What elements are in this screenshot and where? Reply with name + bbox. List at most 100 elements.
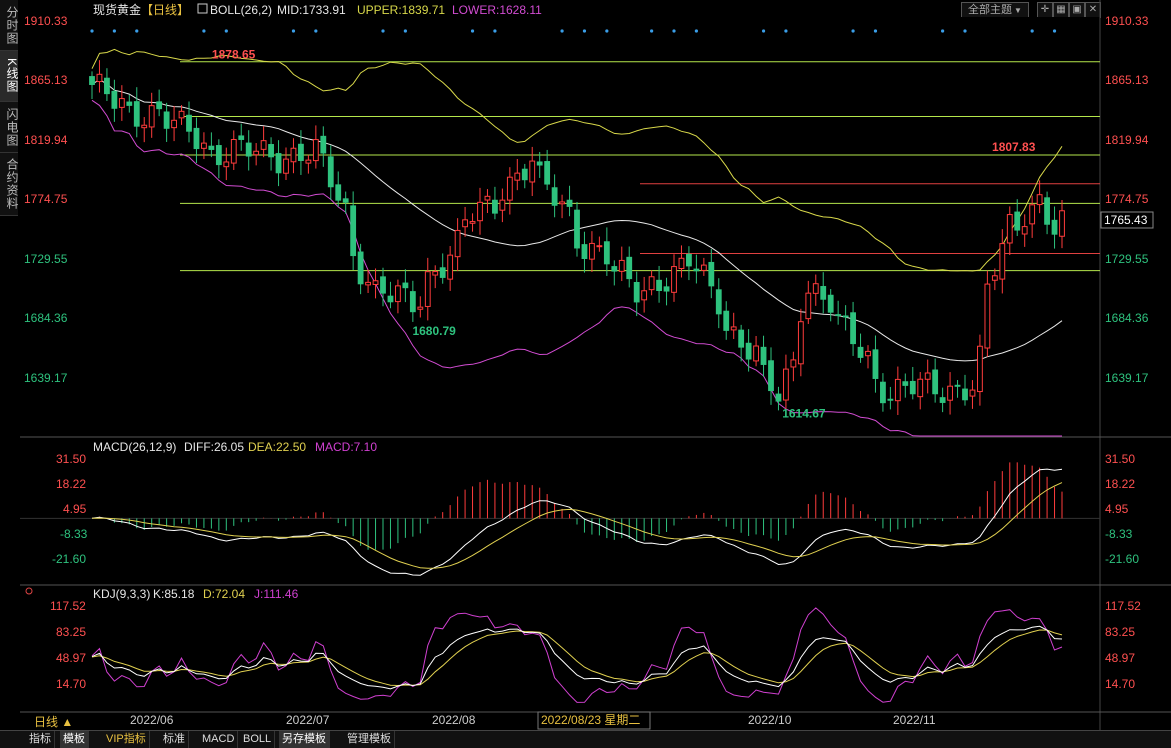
candle-body <box>1014 211 1021 231</box>
period-tag: 【日线】 <box>141 3 189 17</box>
annotation-high-right: 1807.83 <box>992 140 1036 154</box>
kdj-settings-icon[interactable] <box>25 587 33 595</box>
current-price-box <box>1100 211 1154 229</box>
candle-body <box>499 199 506 211</box>
candle-body <box>89 76 95 85</box>
candle-body <box>484 195 491 201</box>
cursor-date-box <box>537 711 651 730</box>
candle-body <box>208 145 215 150</box>
signal-dot <box>90 29 94 33</box>
tab-boll[interactable]: BOLL <box>240 731 276 748</box>
candle-body <box>1021 226 1028 235</box>
side-tab-timeshare[interactable]: 分时图 <box>0 0 19 51</box>
price-tick-left: 1910.33 <box>24 14 68 28</box>
tab-standard[interactable]: 标准 <box>160 731 189 748</box>
tab-vip-indicators[interactable]: VIP指标 <box>103 731 150 748</box>
candle-body <box>805 292 812 320</box>
signal-dot <box>224 29 228 33</box>
candle-body <box>432 271 439 276</box>
candle-body <box>178 110 185 119</box>
macd-diff-line <box>91 468 1063 576</box>
signal-dot <box>582 29 587 33</box>
candle-body <box>633 281 640 303</box>
candle-body <box>977 345 983 393</box>
candle-body <box>693 268 700 272</box>
candle-body <box>447 254 454 280</box>
candle-body <box>708 261 715 287</box>
macd-tick-right: 18.22 <box>1105 477 1135 491</box>
tab-save-template[interactable]: 另存模板 <box>279 731 330 748</box>
candle-body <box>193 127 200 150</box>
signal-dot <box>291 29 296 33</box>
candle-body <box>738 329 745 348</box>
signal-dot <box>493 29 497 33</box>
candle-body <box>753 345 759 362</box>
price-tick-right: 1684.36 <box>1105 311 1149 325</box>
period-button-bg <box>20 713 90 729</box>
chevron-down-icon: ▼ <box>1014 6 1022 15</box>
time-axis: 日线 ▲ 2022/06 2022/07 2022/08 2022/08/23 … <box>20 711 936 730</box>
candle-body <box>917 378 924 398</box>
tab-manage-templates[interactable]: 管理模板 <box>344 731 395 748</box>
theme-label: 全部主题 <box>968 4 1013 16</box>
candle-body <box>327 156 334 188</box>
chart-canvas: 现货黄金 【日线】 BOLL(26,2) MID:1733.91 UPPER:1… <box>20 0 1171 730</box>
tab-indicators[interactable]: 指标 <box>26 731 55 748</box>
side-tab-kline[interactable]: K线图 <box>0 51 19 102</box>
candle-body <box>1006 214 1013 244</box>
candle-body <box>551 187 558 206</box>
kdj-j-line <box>91 607 1063 703</box>
candle-body <box>641 290 648 301</box>
signal-dot <box>605 29 609 33</box>
candle-body <box>141 124 148 129</box>
price-tick-right: 1910.33 <box>1105 14 1149 28</box>
signal-dot <box>784 29 788 33</box>
candle-body <box>686 253 692 267</box>
signal-dot <box>112 29 116 33</box>
candle-body <box>656 279 662 291</box>
candle-body <box>618 259 625 272</box>
candle-body <box>298 143 304 161</box>
candle-body <box>648 276 655 291</box>
candle-body <box>462 219 468 228</box>
kdj-tick-left: 48.97 <box>56 651 86 665</box>
candle-body <box>506 176 513 201</box>
current-price-label: 1765.43 <box>1104 213 1148 227</box>
candle-body <box>715 289 722 315</box>
macd-tick-left: -21.60 <box>52 552 86 566</box>
macd-tick-right: -8.33 <box>1105 527 1133 541</box>
boll-mid-value: MID:1733.91 <box>277 3 346 17</box>
signal-dot <box>135 29 139 33</box>
macd-tick-left: 4.95 <box>63 502 87 516</box>
price-tick-left: 1639.17 <box>24 371 68 385</box>
side-tab-flash[interactable]: 闪电图 <box>0 102 19 153</box>
crosshair-icon[interactable]: ✛ <box>1037 2 1053 18</box>
candle-body <box>521 168 528 181</box>
candle-body <box>984 283 991 349</box>
tab-macd[interactable]: MACD <box>199 731 239 748</box>
candle-body <box>253 150 260 156</box>
macd-tick-right: 31.50 <box>1105 452 1135 466</box>
theme-select[interactable]: 全部主题 ▼ <box>961 2 1029 18</box>
side-tab-contract-info[interactable]: 合约资料 <box>0 153 19 216</box>
candle-body <box>514 172 521 181</box>
macd-dea-value: DEA:22.50 <box>248 440 306 454</box>
candle-body <box>894 378 901 402</box>
price-tick-left: 1774.75 <box>24 192 68 206</box>
candle-body <box>603 241 610 265</box>
price-axis: 1910.33 1865.13 1819.94 1774.75 1729.55 … <box>24 14 1154 385</box>
candle-body <box>365 281 371 286</box>
candle-body <box>909 380 916 395</box>
time-label: 2022/11 <box>893 713 936 727</box>
candle-body <box>865 350 871 357</box>
candle-body <box>312 139 319 162</box>
period-button[interactable]: 日线 ▲ <box>34 715 73 729</box>
price-tick-left: 1865.13 <box>24 73 68 87</box>
price-tick-right: 1729.55 <box>1105 252 1149 266</box>
candle-body <box>118 98 125 108</box>
candle-body <box>924 372 931 380</box>
price-tick-right: 1819.94 <box>1105 133 1149 147</box>
tab-templates[interactable]: 模板 <box>60 731 89 748</box>
candle-body <box>275 153 282 174</box>
